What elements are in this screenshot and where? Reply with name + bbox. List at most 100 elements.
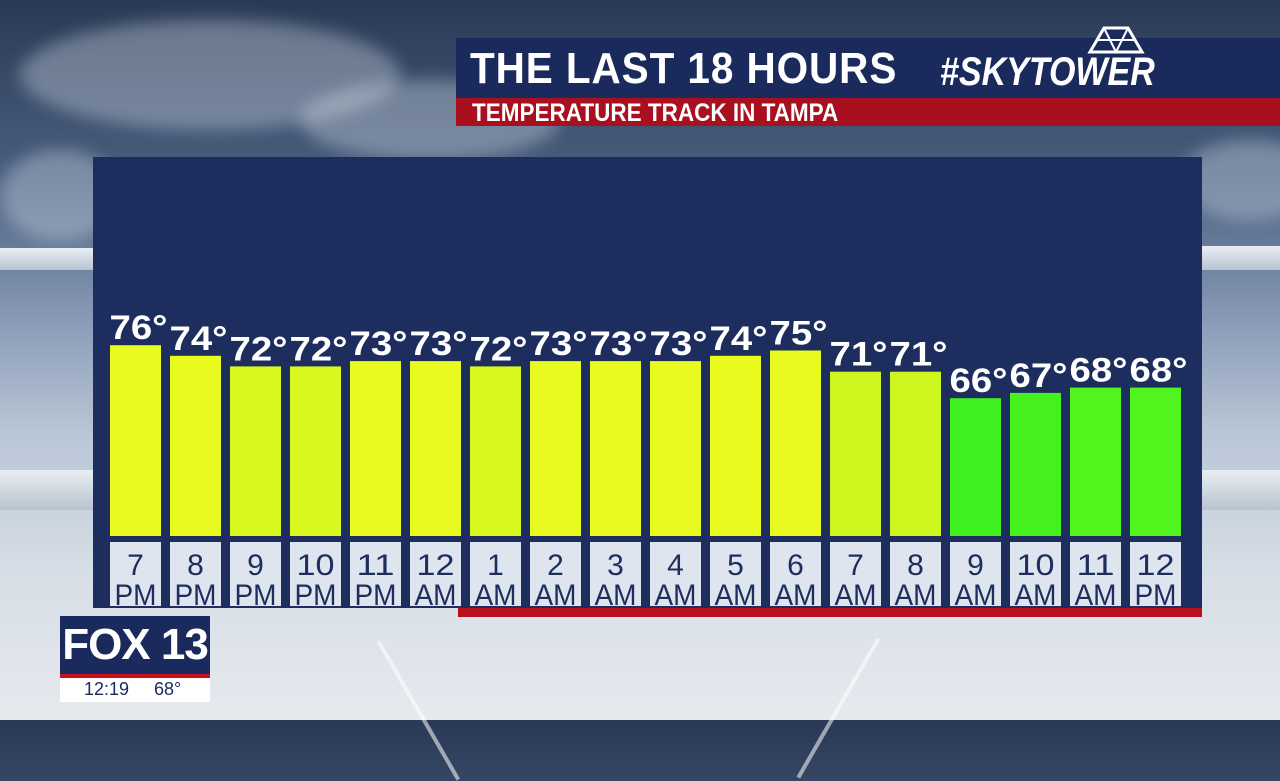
hour-label-text: 10 <box>1017 549 1055 582</box>
hour-label-box <box>830 542 881 606</box>
brand-logo: #SKYTOWER <box>940 50 1155 94</box>
hour-label-box <box>650 542 701 606</box>
temp-value-label: 74° <box>710 320 768 358</box>
hour-label-text: 6 <box>787 549 804 582</box>
temp-bar <box>530 361 581 536</box>
fox13-logo: FOX 13 <box>62 620 209 669</box>
hour-label-box <box>110 542 161 606</box>
hour-label-text: 7 <box>127 549 144 582</box>
temp-value-label: 66° <box>950 362 1008 400</box>
temp-value-label: 73° <box>590 325 648 363</box>
temp-bar <box>170 355 221 536</box>
current-time: 12:19 <box>84 679 130 699</box>
fox13-bug: FOX 13 12:19 68° <box>60 616 210 702</box>
hour-label-text: AM <box>775 579 817 608</box>
hour-label-text: AM <box>895 579 937 608</box>
logo-divider <box>60 674 210 678</box>
hour-label-text: PM <box>1135 579 1177 608</box>
hour-label-text: 9 <box>967 549 984 582</box>
temp-value-label: 74° <box>170 320 228 358</box>
hour-label-box <box>770 542 821 606</box>
hour-label-text: AM <box>1015 579 1057 608</box>
hour-label-text: 8 <box>187 549 204 582</box>
temp-bar <box>1070 387 1121 536</box>
temp-bar <box>710 355 761 536</box>
temp-value-label: 68° <box>1070 352 1128 390</box>
hour-label-box <box>950 542 1001 606</box>
temp-bar <box>950 398 1001 536</box>
hour-label-text: PM <box>175 579 217 608</box>
temp-bar <box>290 366 341 536</box>
hour-label-text: PM <box>295 579 337 608</box>
hour-label-text: 8 <box>907 549 924 582</box>
title-bar: THE LAST 18 HOURS #SKYTOWER <box>456 26 1280 98</box>
hour-label-text: PM <box>235 579 277 608</box>
hour-label-box <box>1010 542 1061 606</box>
hour-label-text: 9 <box>247 549 264 582</box>
hour-label-text: PM <box>115 579 157 608</box>
hour-label-text: 1 <box>487 549 504 582</box>
temp-value-label: 72° <box>290 330 348 368</box>
logo-top: FOX 13 <box>60 616 210 674</box>
temp-bar <box>410 361 461 536</box>
hour-label-box <box>590 542 641 606</box>
temp-bar <box>470 366 521 536</box>
chart-subtitle: TEMPERATURE TRACK IN TAMPA <box>472 99 839 127</box>
hour-label-text: AM <box>655 579 697 608</box>
chart-panel: 76° 7 PM 74° 8 PM 72° 9 PM 72° 10 PM 73° 11 PM 73° 12 AM 7… <box>93 157 1202 608</box>
hour-label-box <box>290 542 341 606</box>
hour-label-box <box>1070 542 1121 606</box>
temp-value-label: 68° <box>1130 352 1188 390</box>
hour-label-box <box>350 542 401 606</box>
temp-value-label: 71° <box>830 336 888 374</box>
hour-label-text: 12 <box>417 549 455 582</box>
hour-label-text: 3 <box>607 549 624 582</box>
temp-value-label: 72° <box>230 330 288 368</box>
hour-label-text: AM <box>715 579 757 608</box>
hour-label-text: AM <box>475 579 517 608</box>
hour-label-box <box>1130 542 1181 606</box>
logo-bottom: 12:19 68° <box>60 678 210 702</box>
hour-label-text: AM <box>1075 579 1117 608</box>
temp-value-label: 67° <box>1010 357 1068 395</box>
hour-label-box <box>890 542 941 606</box>
panel-underline <box>458 608 1202 617</box>
temp-bar <box>650 361 701 536</box>
hour-label-text: AM <box>415 579 457 608</box>
hour-label-box <box>530 542 581 606</box>
hour-label-text: 11 <box>357 549 395 582</box>
temp-bar <box>770 350 821 536</box>
hour-label-text: AM <box>835 579 877 608</box>
current-temp: 68° <box>154 679 182 699</box>
hour-label-text: 12 <box>1137 549 1175 582</box>
temp-bar <box>230 366 281 536</box>
tower-dome-icon <box>1087 26 1145 54</box>
hour-label-text: AM <box>595 579 637 608</box>
hour-label-box <box>170 542 221 606</box>
temperature-bar-chart: 76°7PM74°8PM72°9PM72°10PM73°11PM73°12AM7… <box>110 309 1188 608</box>
temp-value-label: 71° <box>890 336 948 374</box>
temp-bar <box>1010 392 1061 536</box>
temp-bar <box>830 371 881 536</box>
hour-label-text: AM <box>955 579 997 608</box>
hour-label-box <box>230 542 281 606</box>
hour-label-text: 5 <box>727 549 744 582</box>
header: THE LAST 18 HOURS #SKYTOWER TEMPERATURE … <box>456 26 1280 127</box>
subtitle-bar: TEMPERATURE TRACK IN TAMPA <box>456 98 1280 127</box>
hour-label-box <box>470 542 521 606</box>
temp-bar <box>1130 387 1181 536</box>
hour-label-text: 11 <box>1077 549 1115 582</box>
hour-label-text: 7 <box>847 549 864 582</box>
temp-value-label: 73° <box>350 325 408 363</box>
hour-label-box <box>710 542 761 606</box>
temp-value-label: 73° <box>410 325 468 363</box>
temp-value-label: 75° <box>770 315 828 353</box>
hour-label-text: AM <box>535 579 577 608</box>
temp-value-label: 72° <box>470 330 528 368</box>
chart-title: THE LAST 18 HOURS <box>470 44 898 93</box>
temp-value-label: 73° <box>650 325 708 363</box>
temp-bar <box>590 361 641 536</box>
temp-bar <box>350 361 401 536</box>
hour-label-text: 10 <box>297 549 335 582</box>
hour-label-box <box>410 542 461 606</box>
